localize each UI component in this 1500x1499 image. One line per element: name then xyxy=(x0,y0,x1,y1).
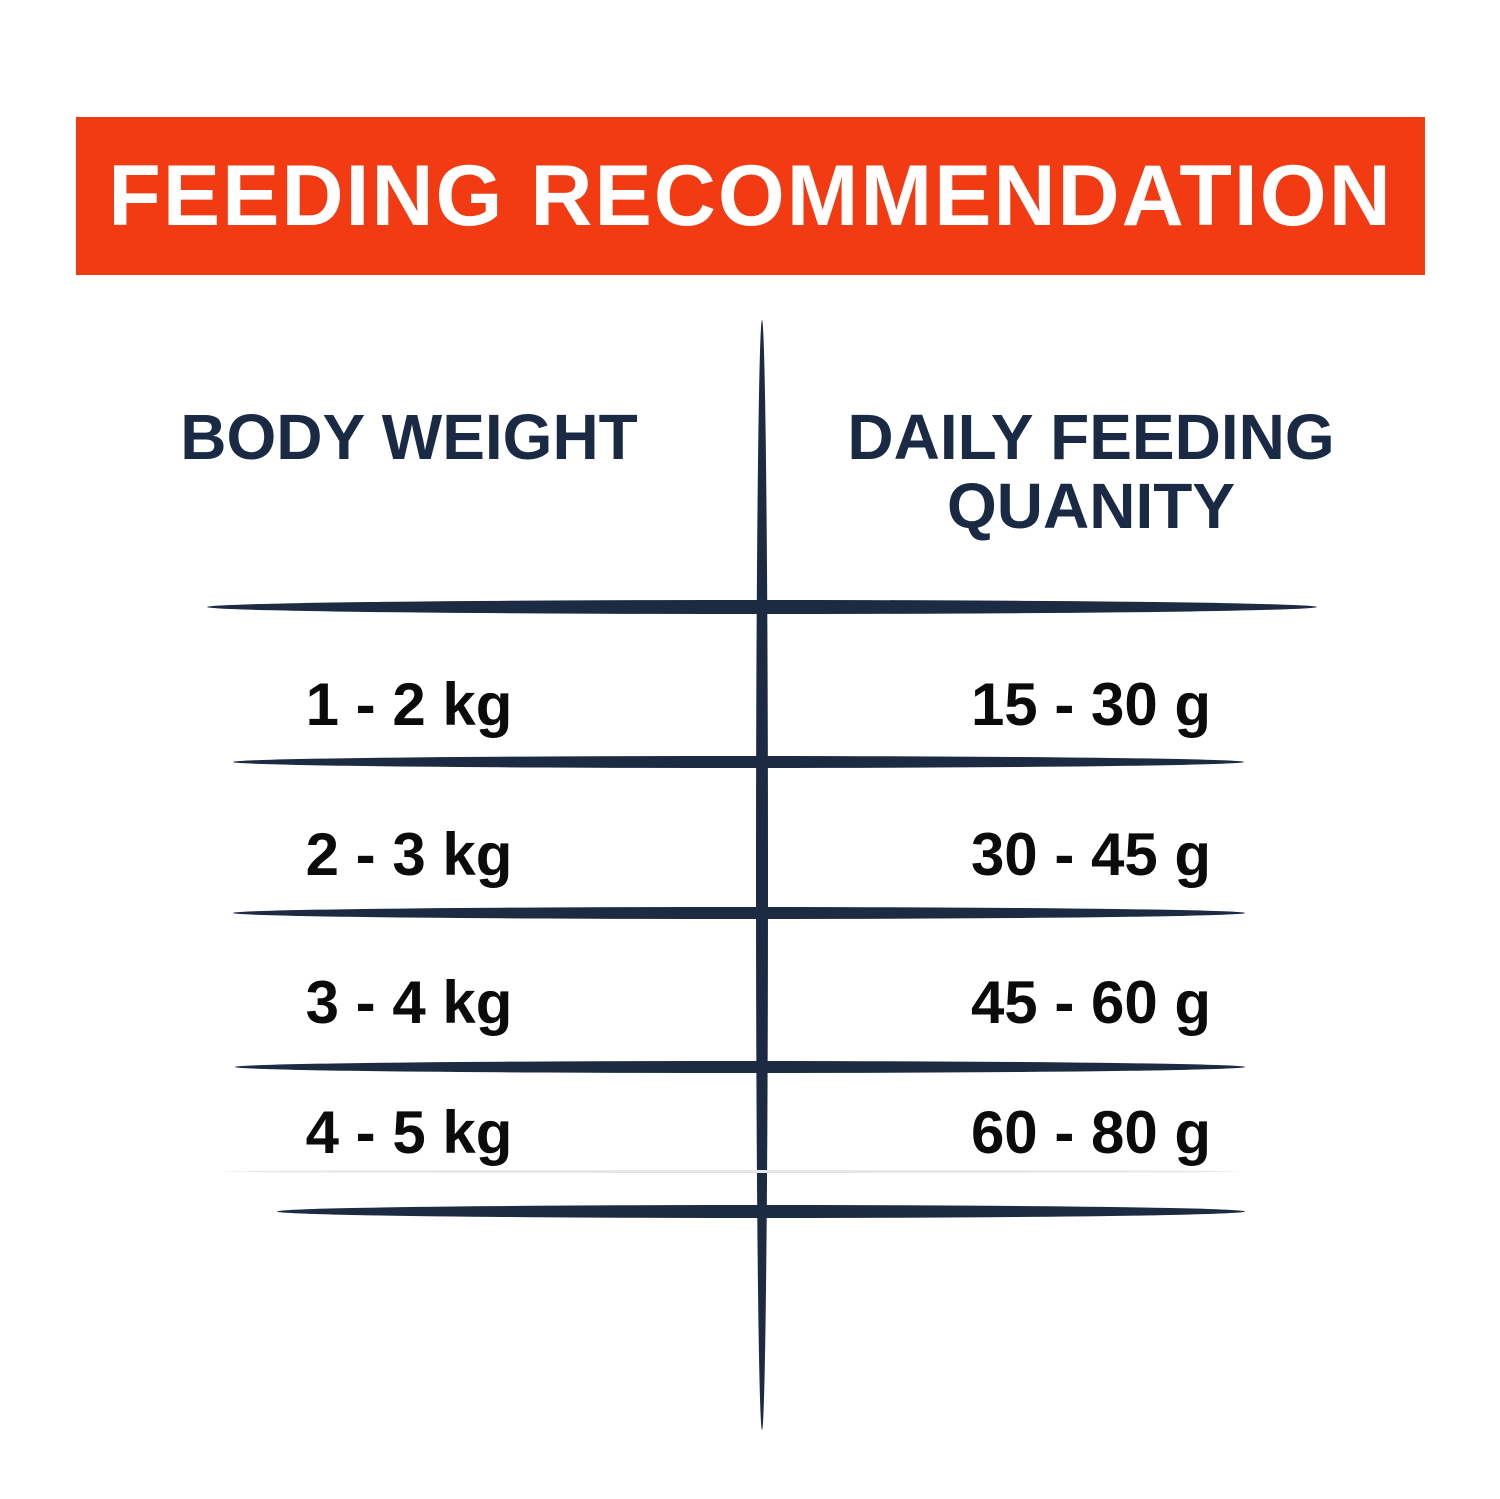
body-weight-cell-3: 3 - 4 kg xyxy=(305,969,513,1036)
body-weight-cell-1: 1 - 2 kg xyxy=(305,671,513,738)
daily-feeding-cell-1: 15 - 30 g xyxy=(970,671,1212,738)
daily-feeding-cell-3: 45 - 60 g xyxy=(970,969,1212,1036)
vertical-divider-line xyxy=(756,320,768,1430)
row-divider-line-1 xyxy=(233,756,1244,768)
body-weight-cell-2: 2 - 3 kg xyxy=(305,821,513,888)
bottom-divider-line xyxy=(277,1205,1245,1218)
daily-feeding-cell-4: 60 - 80 g xyxy=(970,1099,1212,1166)
row-divider-line-3 xyxy=(235,1061,1245,1073)
column-header-daily-feeding-line2: QUANITY xyxy=(947,470,1235,543)
header-divider-line xyxy=(207,600,1317,614)
daily-feeding-cell-2: 30 - 45 g xyxy=(970,821,1212,888)
column-header-daily-feeding-line1: DAILY FEEDING xyxy=(847,401,1335,473)
body-weight-cell-4: 4 - 5 kg xyxy=(305,1099,513,1166)
row-divider-line-2 xyxy=(233,907,1245,919)
faint-divider-line xyxy=(224,1170,1240,1173)
title-banner: FEEDING RECOMMENDATION xyxy=(76,117,1425,275)
column-header-body-weight: BODY WEIGHT xyxy=(180,401,638,473)
banner-title: FEEDING RECOMMENDATION xyxy=(108,147,1393,244)
column-header-daily-feeding: DAILY FEEDING QUANITY xyxy=(782,401,1400,543)
